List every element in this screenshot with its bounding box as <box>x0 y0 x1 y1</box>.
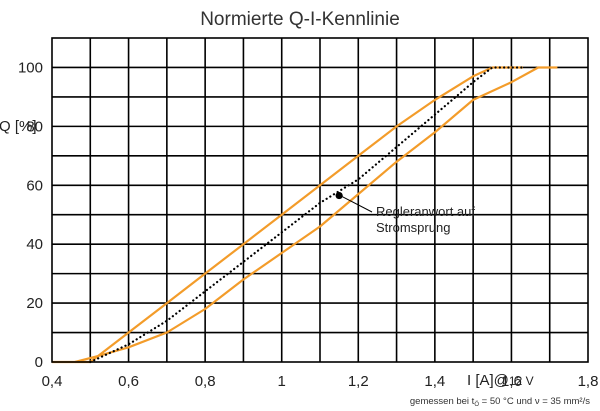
footnote-prefix: gemessen bei t <box>410 396 475 407</box>
chart-title: Normierte Q-I-Kennlinie <box>200 9 400 30</box>
y-tick-label: 40 <box>26 236 43 253</box>
response-marker <box>335 191 343 200</box>
annotation-text: Stromsprung <box>376 220 450 235</box>
x-tick-label: 1,6 <box>501 373 522 390</box>
y-tick-label: 80 <box>26 118 43 135</box>
y-tick-label: 100 <box>18 59 43 76</box>
annotation-text: Regleranwort auf <box>376 204 475 219</box>
x-tick-label: 0,4 <box>42 373 63 390</box>
x-tick-label: 0,6 <box>118 373 139 390</box>
y-axis-label: Q [%] <box>0 118 37 135</box>
y-tick-label: 20 <box>26 295 43 312</box>
mean-curve <box>89 66 524 364</box>
annotation-leader-line <box>341 196 373 213</box>
series-layer <box>52 66 558 364</box>
tick-labels: 0,4 0,6 0,8 1 1,2 1,4 1,6 1,8 0 20 40 60 80 100 <box>18 59 598 390</box>
x-tick-label: 1 <box>278 373 286 390</box>
hysteresis-curve <box>52 66 523 364</box>
grid <box>52 38 588 362</box>
x-axis-label-suffix: 12 V <box>509 374 534 388</box>
y-tick-label: 60 <box>26 177 43 194</box>
footnote-subscript: Ö <box>474 401 479 408</box>
footnote-suffix: = 50 °C und ν = 35 mm²/s <box>479 396 590 407</box>
x-tick-label: 1,4 <box>424 373 445 390</box>
x-axis-label-prefix: I [A]@ <box>467 372 509 389</box>
x-tick-label: 1,8 <box>578 373 599 390</box>
x-axis-label: I [A]@12 V <box>467 372 534 389</box>
y-tick-label: 0 <box>35 354 43 371</box>
hysteresis-curve <box>74 66 558 364</box>
x-tick-label: 0,8 <box>195 373 216 390</box>
plot-frame <box>51 37 589 363</box>
x-tick-label: 1,2 <box>348 373 369 390</box>
footnote: gemessen bei tÖ = 50 °C und ν = 35 mm²/s <box>410 396 590 408</box>
